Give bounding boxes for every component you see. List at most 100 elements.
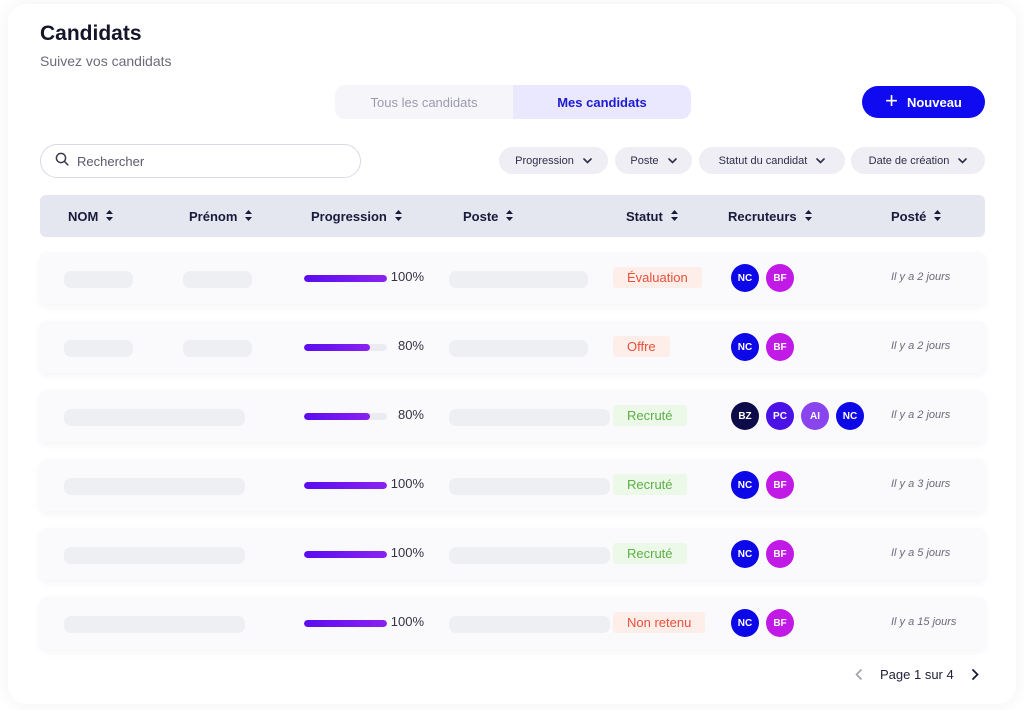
recruiter-avatars: NC BF xyxy=(731,540,794,568)
table-row[interactable]: 80% Offre NC BF Il y a 2 jours xyxy=(40,321,985,373)
progress-bar-fill xyxy=(304,275,387,282)
status-badge: Évaluation xyxy=(613,267,702,288)
progress-value: 80% xyxy=(397,338,424,353)
column-statut[interactable]: Statut xyxy=(626,195,678,237)
sort-icon xyxy=(394,209,402,224)
posted-date: Il y a 5 jours xyxy=(891,547,951,559)
placeholder-cell xyxy=(64,616,245,633)
posted-date: Il y a 2 jours xyxy=(891,271,951,283)
chevron-down-icon xyxy=(667,155,677,167)
column-prenom[interactable]: Prénom xyxy=(189,195,253,237)
search-input[interactable] xyxy=(77,153,337,169)
chevron-left-icon[interactable] xyxy=(850,664,866,684)
placeholder-cell xyxy=(449,547,610,564)
progress-bar-fill xyxy=(304,551,387,558)
filter-poste[interactable]: Poste xyxy=(615,147,692,174)
progress-value: 80% xyxy=(397,407,424,422)
placeholder-cell xyxy=(449,478,610,495)
page-indicator: Page 1 sur 4 xyxy=(880,666,954,682)
progress-bar xyxy=(304,413,387,420)
placeholder-cell xyxy=(449,409,610,426)
table-row[interactable]: 100% Évaluation NC BF Il y a 2 jours xyxy=(40,252,985,304)
progress-bar-fill xyxy=(304,482,387,489)
avatar[interactable]: BF xyxy=(766,471,794,499)
filter-progression[interactable]: Progression xyxy=(499,147,608,174)
avatar[interactable]: NC xyxy=(731,264,759,292)
status-badge: Recruté xyxy=(613,405,687,426)
avatar[interactable]: NC xyxy=(731,540,759,568)
progress-bar-fill xyxy=(304,344,371,351)
chevron-down-icon xyxy=(816,155,826,167)
recruiter-avatars: BZ PC AI NC xyxy=(731,402,864,430)
avatar[interactable]: NC xyxy=(836,402,864,430)
filter-label: Date de création xyxy=(868,154,950,167)
status-badge: Offre xyxy=(613,336,670,357)
progress-value: 100% xyxy=(390,269,424,284)
table-header: NOM Prénom Progression Poste Statut Recr… xyxy=(40,195,985,237)
table-row[interactable]: 100% Non retenu NC BF Il y a 15 jours xyxy=(40,597,985,649)
placeholder-cell xyxy=(64,271,133,288)
placeholder-cell xyxy=(64,409,245,426)
progress-bar xyxy=(304,551,387,558)
placeholder-cell xyxy=(183,271,252,288)
search-box xyxy=(40,144,361,178)
placeholder-cell xyxy=(64,340,133,357)
column-progression[interactable]: Progression xyxy=(311,195,402,237)
avatar[interactable]: NC xyxy=(731,471,759,499)
pagination: Page 1 sur 4 xyxy=(850,664,984,684)
progress-value: 100% xyxy=(390,614,424,629)
status-badge: Recruté xyxy=(613,474,687,495)
progress-bar-fill xyxy=(304,413,371,420)
filter-creation-date[interactable]: Date de création xyxy=(851,147,985,174)
avatar[interactable]: PC xyxy=(766,402,794,430)
avatar[interactable]: BF xyxy=(766,333,794,361)
progress-bar-fill xyxy=(304,620,387,627)
posted-date: Il y a 15 jours xyxy=(891,616,957,628)
recruiter-avatars: NC BF xyxy=(731,471,794,499)
chevron-right-icon[interactable] xyxy=(968,664,984,684)
posted-date: Il y a 2 jours xyxy=(891,409,951,421)
placeholder-cell xyxy=(64,478,245,495)
chevron-down-icon xyxy=(958,155,968,167)
filter-label: Progression xyxy=(515,154,574,167)
avatar[interactable]: AI xyxy=(801,402,829,430)
progress-value: 100% xyxy=(390,476,424,491)
table-row[interactable]: 100% Recruté NC BF Il y a 3 jours xyxy=(40,459,985,511)
column-recruteurs[interactable]: Recruteurs xyxy=(728,195,812,237)
progress-bar xyxy=(304,620,387,627)
avatar[interactable]: BZ xyxy=(731,402,759,430)
avatar[interactable]: BF xyxy=(766,540,794,568)
progress-bar xyxy=(304,344,387,351)
avatar[interactable]: NC xyxy=(731,609,759,637)
sort-icon xyxy=(245,209,253,224)
page-subtitle: Suivez vos candidats xyxy=(40,53,172,69)
sort-icon xyxy=(506,209,514,224)
sort-icon xyxy=(106,209,114,224)
column-poste-date[interactable]: Posté xyxy=(891,195,942,237)
column-nom[interactable]: NOM xyxy=(68,195,114,237)
table-row[interactable]: 100% Recruté NC BF Il y a 5 jours xyxy=(40,528,985,580)
avatar[interactable]: BF xyxy=(766,609,794,637)
recruiter-avatars: NC BF xyxy=(731,264,794,292)
new-candidate-button[interactable]: + Nouveau xyxy=(862,86,985,118)
new-button-label: Nouveau xyxy=(906,94,962,110)
avatar[interactable]: BF xyxy=(766,264,794,292)
placeholder-cell xyxy=(449,271,588,288)
tab-all-candidates[interactable]: Tous les candidats xyxy=(335,85,513,119)
status-badge: Recruté xyxy=(613,543,687,564)
sort-icon xyxy=(934,209,942,224)
plus-icon: + xyxy=(885,88,898,113)
placeholder-cell xyxy=(64,547,245,564)
avatar[interactable]: NC xyxy=(731,333,759,361)
candidate-tabs: Tous les candidats Mes candidats xyxy=(335,85,691,119)
tab-my-candidates[interactable]: Mes candidats xyxy=(513,85,691,119)
placeholder-cell xyxy=(449,616,610,633)
column-poste[interactable]: Poste xyxy=(463,195,514,237)
placeholder-cell xyxy=(449,340,588,357)
table-row[interactable]: 80% Recruté BZ PC AI NC Il y a 2 jours xyxy=(40,390,985,442)
filter-candidate-status[interactable]: Statut du candidat xyxy=(699,147,845,174)
recruiter-avatars: NC BF xyxy=(731,333,794,361)
progress-bar xyxy=(304,482,387,489)
filter-label: Poste xyxy=(630,154,659,167)
chevron-down-icon xyxy=(583,155,592,167)
